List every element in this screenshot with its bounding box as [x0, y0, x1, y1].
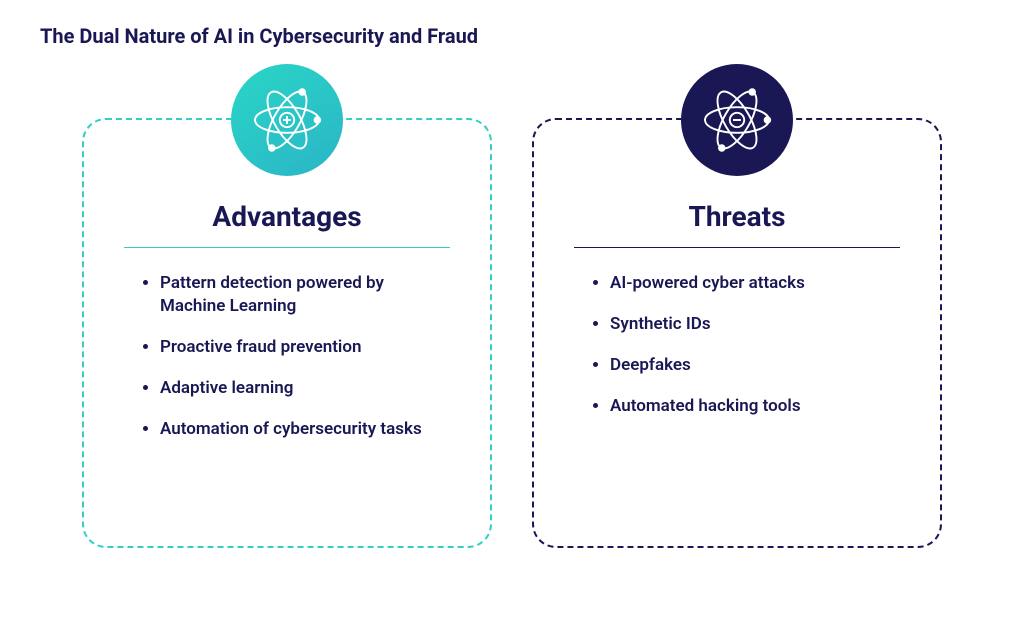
list-item: AI-powered cyber attacks	[610, 272, 880, 295]
threats-panel: Threats AI-powered cyber attacks Synthet…	[532, 118, 942, 548]
list-item: Pattern detection powered by Machine Lea…	[160, 272, 430, 318]
list-item: Automated hacking tools	[610, 395, 880, 418]
list-item: Synthetic IDs	[610, 313, 880, 336]
list-item: Adaptive learning	[160, 377, 430, 400]
threats-list: AI-powered cyber attacks Synthetic IDs D…	[574, 272, 900, 418]
list-item: Automation of cybersecurity tasks	[160, 418, 430, 441]
advantages-list: Pattern detection powered by Machine Lea…	[124, 272, 450, 441]
threats-heading: Threats	[574, 200, 900, 248]
list-item: Proactive fraud prevention	[160, 336, 430, 359]
advantages-heading: Advantages	[124, 200, 450, 248]
atom-plus-icon	[231, 64, 343, 176]
list-item: Deepfakes	[610, 354, 880, 377]
advantages-panel: Advantages Pattern detection powered by …	[82, 118, 492, 548]
panels-container: Advantages Pattern detection powered by …	[40, 118, 984, 548]
atom-minus-icon	[681, 64, 793, 176]
page-title: The Dual Nature of AI in Cybersecurity a…	[40, 24, 984, 48]
